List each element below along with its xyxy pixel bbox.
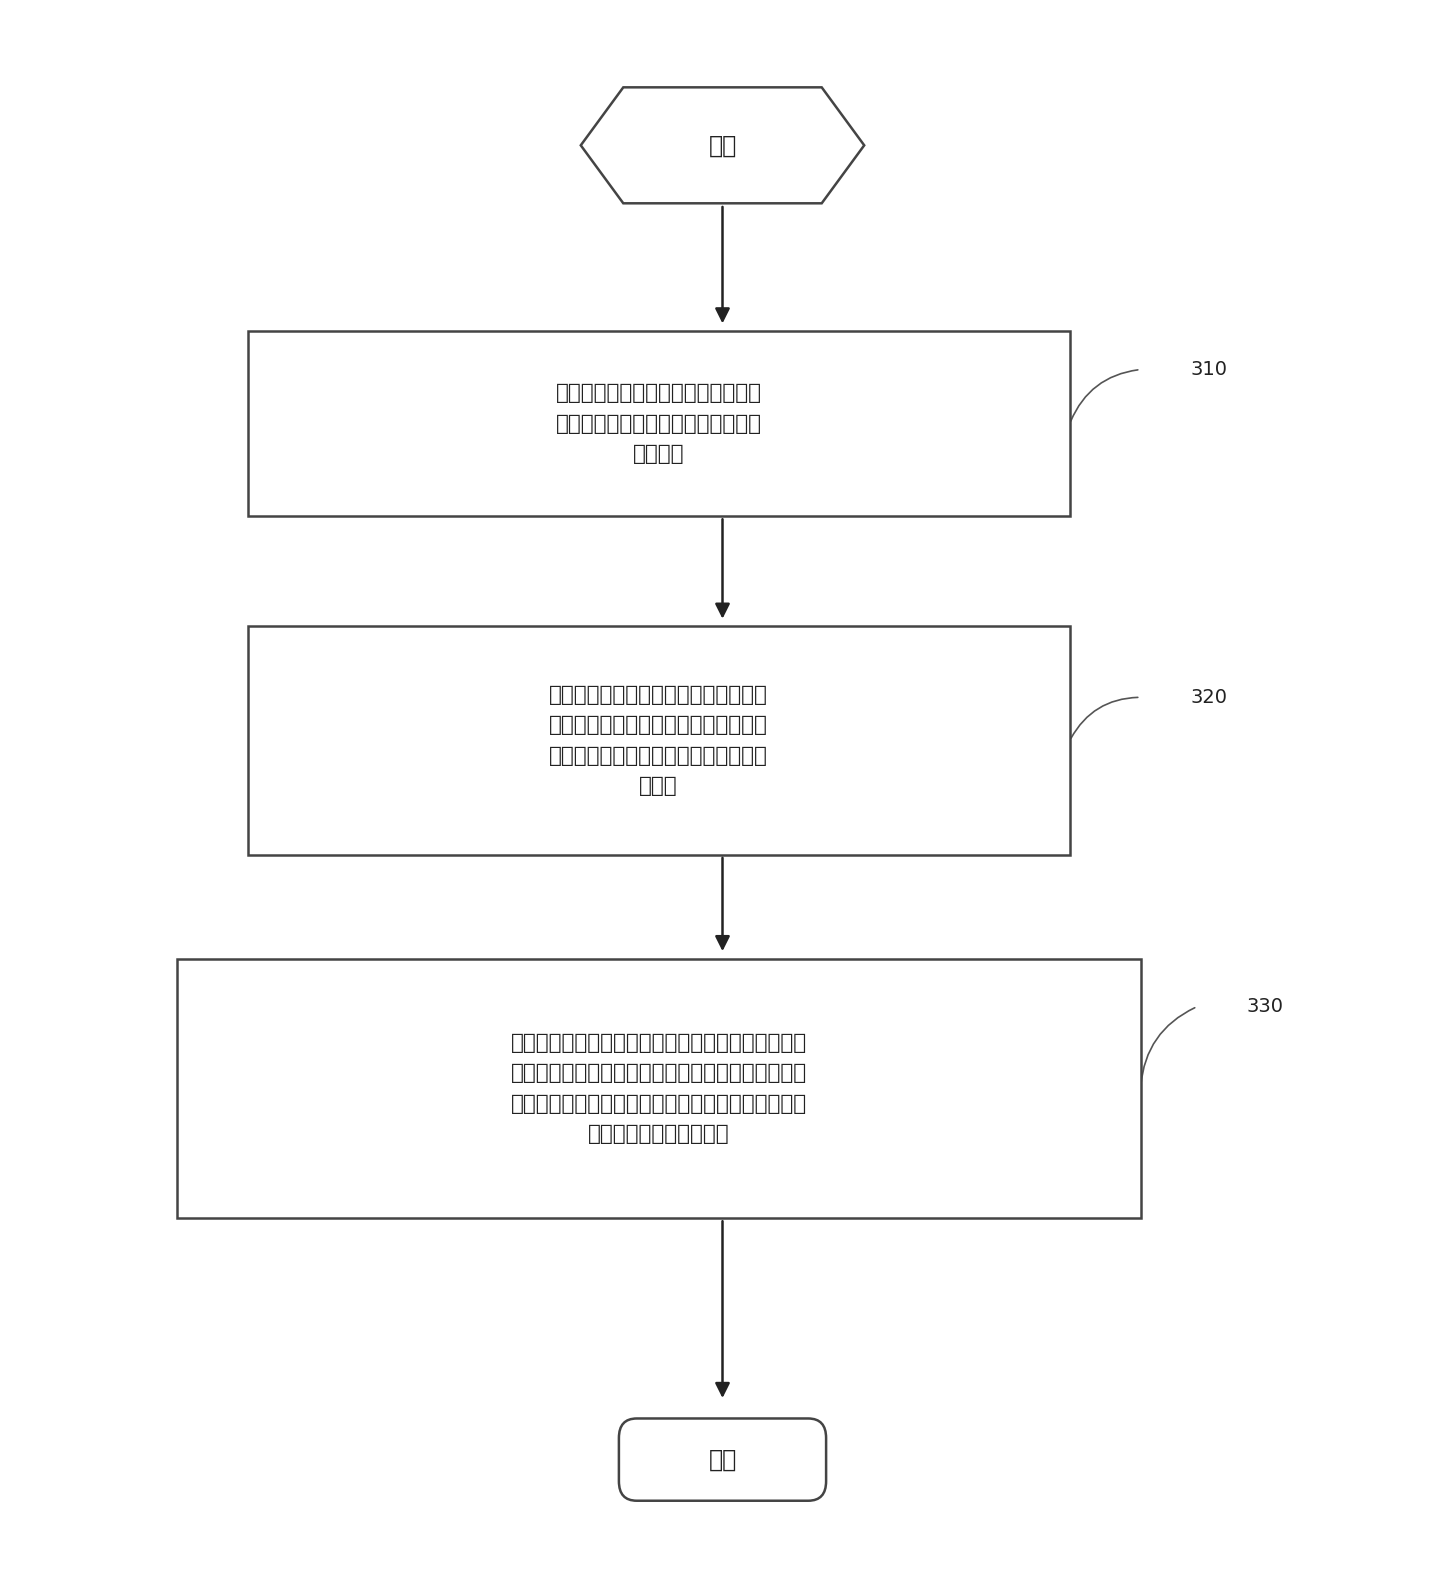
Text: 在对机械暂态过程进行仿真计算的同时
，对风力发电机组的电气暂态过程进行
仿真计算，并采集仿真计算的结果和步
长间隔: 在对机械暂态过程进行仿真计算的同时 ，对风力发电机组的电气暂态过程进行 仿真计算… bbox=[549, 685, 769, 796]
Polygon shape bbox=[581, 87, 864, 203]
Text: 开始: 开始 bbox=[708, 134, 737, 157]
Bar bbox=[176, 959, 1140, 1218]
FancyBboxPatch shape bbox=[618, 1418, 827, 1500]
Bar bbox=[247, 626, 1069, 855]
Text: 将机械暂态过程的仿真计算结果与电气暂态过程的仿
真计算结果实时进行数据交换，并通过统一上述步长
间隔而使上述两个仿真计算同步，直至到达上述两个
仿真计算设定的完: 将机械暂态过程的仿真计算结果与电气暂态过程的仿 真计算结果实时进行数据交换，并通… bbox=[510, 1033, 806, 1144]
Bar bbox=[247, 331, 1069, 516]
Text: 310: 310 bbox=[1191, 360, 1227, 379]
Text: 330: 330 bbox=[1247, 996, 1283, 1017]
Text: 320: 320 bbox=[1191, 688, 1227, 707]
Text: 对风力发电机组的机械暂态过程进行
仿真计算，并采集仿真计算的结果和
步长间隔: 对风力发电机组的机械暂态过程进行 仿真计算，并采集仿真计算的结果和 步长间隔 bbox=[556, 382, 762, 464]
Text: 结束: 结束 bbox=[708, 1448, 737, 1472]
